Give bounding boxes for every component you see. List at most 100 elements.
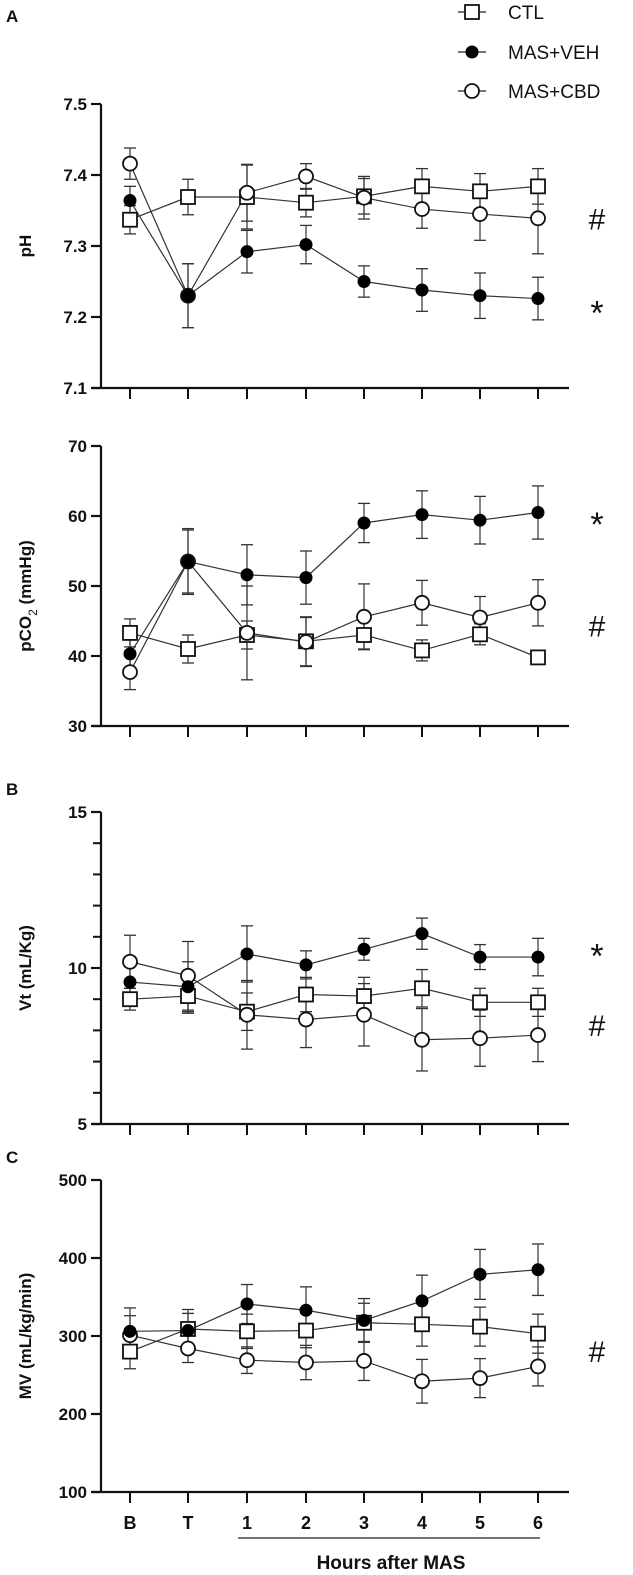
chart-panel-1: 30 40 50 60 70 pCO2 (mmHg) * #	[16, 437, 606, 737]
y-tick-label: 100	[59, 1483, 87, 1502]
data-point-mas-veh	[473, 289, 487, 303]
data-point-mas-veh	[240, 568, 254, 582]
data-point-mas-cbd	[298, 168, 314, 185]
significance-marker: *	[590, 937, 603, 975]
x-tick-label: 2	[301, 1513, 311, 1533]
data-point-mas-veh	[299, 238, 313, 252]
legend-open-square-marker	[464, 4, 480, 20]
data-point-mas-cbd	[239, 625, 255, 641]
data-point-mas-cbd	[239, 184, 255, 201]
data-point-mas-cbd	[122, 664, 138, 680]
data-point-mas-veh	[415, 1294, 429, 1308]
data-point-mas-cbd	[472, 1370, 488, 1387]
data-point-ctl	[122, 991, 138, 1008]
x-tick-label: B	[124, 1513, 137, 1533]
y-tick-label: 15	[68, 803, 87, 822]
legend: CTL MAS+VEH MAS+CBD	[458, 3, 600, 103]
data-point-mas-veh	[415, 927, 429, 941]
series-line-mas-veh	[129, 200, 539, 300]
y-tick-label: 5	[78, 1115, 87, 1134]
y-tick-label: 70	[68, 437, 87, 456]
x-tick-label: 3	[359, 1513, 369, 1533]
y-tick-label: 200	[59, 1405, 87, 1424]
data-point-mas-veh	[531, 292, 545, 306]
y-tick-label: 60	[68, 507, 87, 526]
series-line-ctl	[129, 1322, 539, 1353]
data-point-mas-veh	[181, 980, 195, 994]
data-point-mas-cbd	[180, 1340, 196, 1357]
data-point-ctl	[414, 1316, 430, 1333]
data-point-mas-cbd	[356, 1006, 372, 1023]
y-tick-label: 10	[68, 959, 87, 978]
legend-item-mas-veh: MAS+VEH	[458, 43, 599, 64]
data-point-mas-veh	[240, 1297, 254, 1311]
chart-panel-2: 5 10 15 Vt (mL/Kg) * #	[16, 803, 606, 1135]
legend-open-circle-marker	[464, 83, 480, 99]
data-point-ctl	[298, 1322, 314, 1339]
data-point-mas-cbd	[356, 608, 372, 625]
data-point-mas-cbd	[356, 1353, 372, 1369]
data-point-mas-cbd	[298, 1011, 314, 1028]
y-axis-title: MV (mL/kg/min)	[16, 1273, 35, 1400]
data-point-mas-cbd	[414, 1373, 430, 1390]
y-tick-label: 7.1	[63, 379, 87, 398]
y-tick-label: 300	[59, 1327, 87, 1346]
series-line-mas-cbd	[129, 1334, 539, 1382]
y-axis-title: pH	[16, 235, 35, 258]
y-tick-label: 40	[68, 647, 87, 666]
data-point-mas-veh	[531, 1263, 545, 1277]
data-point-mas-veh	[357, 1313, 371, 1327]
data-point-mas-cbd	[122, 155, 138, 172]
legend-label: MAS+CBD	[508, 82, 600, 103]
x-tick-label: 4	[417, 1513, 427, 1533]
data-point-mas-veh	[181, 1324, 195, 1338]
data-point-mas-cbd	[530, 1358, 546, 1375]
y-tick-label: 400	[59, 1249, 87, 1268]
y-tick-label: 50	[68, 577, 87, 596]
data-point-ctl	[530, 649, 546, 666]
series-line-ctl	[129, 185, 539, 221]
y-tick-label: 30	[68, 717, 87, 736]
significance-marker: #	[589, 1336, 606, 1369]
data-point-ctl	[530, 178, 546, 195]
y-axis-title-unit: (mmHg)	[16, 540, 35, 609]
chart-panel-3: 100 200 300 400 500 MV (mL/kg/min) #	[16, 1171, 606, 1503]
data-point-mas-veh	[357, 942, 371, 956]
series-line-ctl	[129, 987, 538, 1013]
legend-item-ctl: CTL	[458, 3, 544, 24]
data-point-mas-veh	[181, 289, 195, 303]
y-axis-title-sub: 2	[26, 609, 40, 616]
data-point-mas-veh	[240, 245, 254, 259]
data-point-mas-veh	[299, 958, 313, 972]
significance-marker: *	[590, 506, 603, 544]
data-point-ctl	[180, 641, 196, 657]
data-point-mas-cbd	[530, 594, 546, 611]
y-axis-title-main: pCO	[16, 616, 35, 652]
data-point-mas-veh	[123, 975, 137, 989]
data-point-ctl	[356, 627, 372, 643]
panel-letter-b: B	[6, 780, 18, 799]
data-point-mas-cbd	[414, 201, 430, 217]
data-point-mas-veh	[181, 555, 195, 568]
data-point-mas-veh	[415, 283, 429, 297]
data-point-ctl	[180, 189, 196, 205]
data-point-mas-cbd	[239, 1006, 255, 1023]
legend-filled-circle-marker	[465, 45, 479, 59]
panel-letter-a: A	[6, 7, 18, 26]
data-point-ctl	[122, 211, 138, 228]
data-point-mas-veh	[415, 508, 429, 522]
data-point-mas-cbd	[472, 1030, 488, 1047]
data-point-ctl	[122, 1343, 138, 1360]
data-point-mas-veh	[473, 513, 487, 527]
data-point-ctl	[414, 178, 430, 195]
data-point-mas-cbd	[414, 594, 430, 611]
y-tick-label: 7.2	[63, 308, 87, 327]
data-point-ctl	[530, 1325, 546, 1342]
data-point-mas-veh	[473, 1267, 487, 1281]
data-point-ctl	[530, 994, 546, 1011]
significance-marker: *	[590, 294, 603, 332]
series-line-ctl	[129, 632, 539, 658]
series-line-mas-veh	[129, 933, 538, 988]
x-tick-label: 5	[475, 1513, 485, 1533]
y-tick-label: 7.5	[63, 95, 87, 114]
